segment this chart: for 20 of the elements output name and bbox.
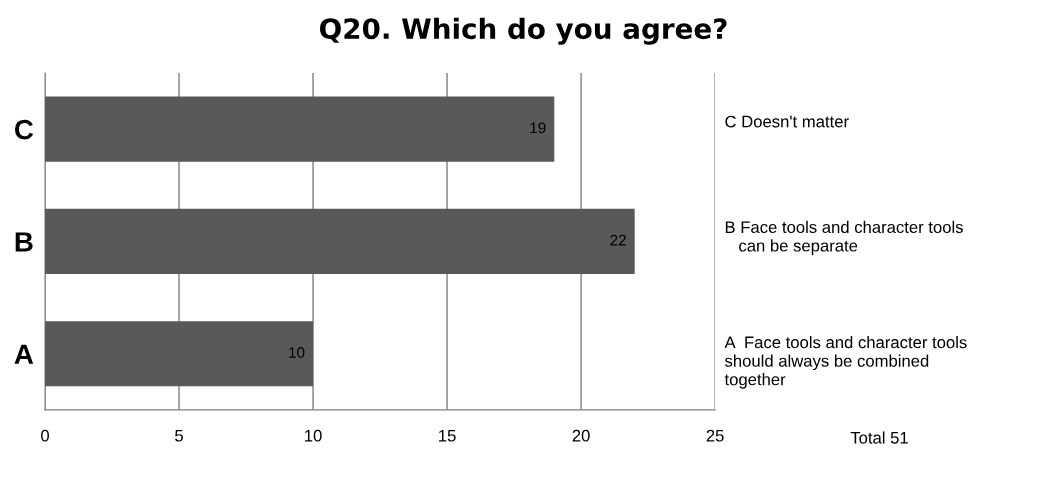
bar (45, 96, 555, 162)
text: Total 51 (850, 431, 908, 444)
text: B Face tools and character tools can be separate (725, 220, 963, 255)
text: A Face tools and character tools should always be combined together (724, 336, 967, 389)
text: C Doesn't matter (725, 115, 849, 128)
y-tick-label: A (14, 344, 34, 364)
data-label: 19 (530, 122, 546, 134)
y-tick-label: C (14, 119, 34, 140)
x-tick-label: 5 (175, 429, 183, 442)
x-tick-label: 25 (706, 429, 724, 442)
x-tick-label: 15 (439, 429, 456, 442)
chart-title: Q20. Which do you agree? (320, 17, 727, 45)
x-tick-label: 20 (572, 429, 590, 442)
x-tick-label: 10 (305, 429, 322, 442)
x-tick-label: 0 (41, 429, 49, 442)
bar (45, 321, 314, 387)
bar (45, 208, 635, 275)
y-tick-label: B (15, 232, 33, 252)
data-label: 22 (610, 234, 626, 246)
data-label: 10 (289, 347, 305, 358)
